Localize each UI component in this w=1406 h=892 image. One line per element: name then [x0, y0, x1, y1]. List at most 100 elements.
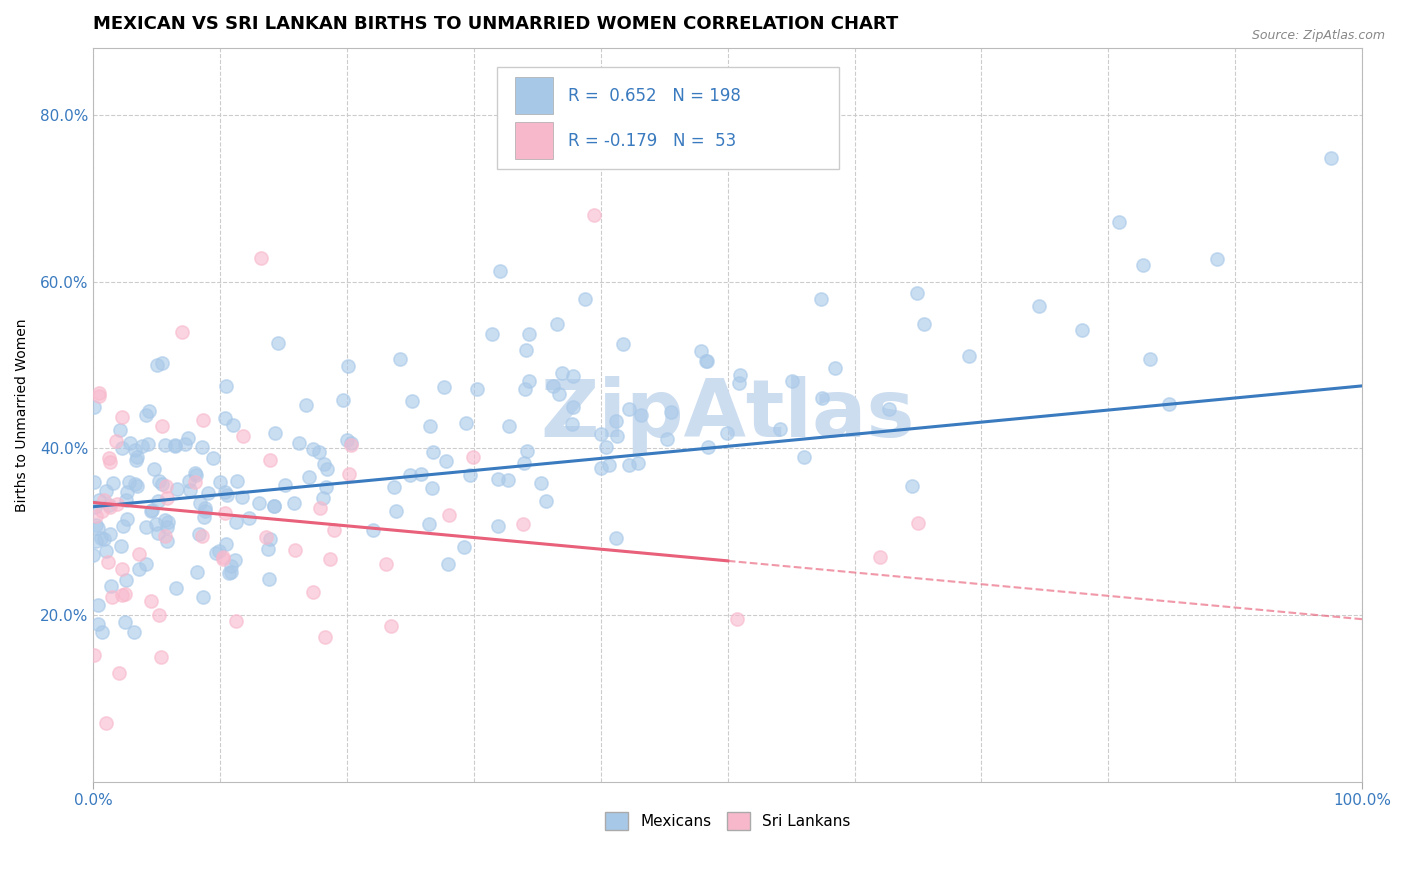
Point — [418, 516, 440, 531]
Point — [150, 476, 173, 491]
Point — [1206, 252, 1229, 266]
Point — [267, 335, 290, 350]
Point — [284, 543, 307, 558]
Point — [86, 534, 108, 549]
Point — [146, 494, 169, 508]
Point — [274, 478, 297, 492]
Point — [467, 382, 489, 396]
Point — [108, 666, 131, 681]
Point — [177, 475, 200, 489]
Point — [194, 500, 217, 515]
Point — [197, 485, 219, 500]
Text: R = -0.179   N =  53: R = -0.179 N = 53 — [568, 132, 737, 150]
Point — [339, 436, 361, 450]
Point — [561, 417, 583, 431]
Point — [515, 383, 537, 397]
Point — [312, 457, 335, 471]
Point — [319, 551, 342, 566]
Legend: Mexicans, Sri Lankans: Mexicans, Sri Lankans — [599, 805, 856, 837]
Point — [530, 476, 553, 491]
Point — [498, 418, 520, 433]
Point — [125, 452, 148, 467]
Point — [957, 349, 980, 363]
Point — [401, 393, 423, 408]
Point — [389, 352, 412, 367]
Point — [191, 440, 214, 454]
Point — [486, 472, 509, 486]
Point — [657, 432, 679, 446]
Point — [83, 475, 105, 489]
Point — [422, 445, 444, 459]
Point — [128, 562, 150, 576]
FancyBboxPatch shape — [496, 67, 839, 169]
Point — [145, 516, 167, 531]
Point — [385, 503, 408, 517]
Point — [247, 496, 270, 510]
Point — [907, 516, 929, 530]
Point — [128, 548, 150, 562]
Text: ZipAtlas: ZipAtlas — [540, 376, 915, 454]
Point — [617, 458, 640, 472]
Point — [174, 436, 197, 450]
Point — [124, 476, 146, 491]
Point — [86, 616, 108, 631]
Point — [135, 520, 157, 534]
Point — [122, 624, 145, 639]
Point — [689, 344, 711, 359]
Point — [139, 504, 162, 518]
Point — [546, 317, 568, 331]
Point — [111, 588, 134, 602]
Point — [605, 414, 627, 428]
Point — [94, 484, 117, 499]
Point — [96, 716, 118, 731]
Point — [135, 409, 157, 423]
Point — [118, 475, 141, 490]
Point — [188, 527, 211, 541]
Point — [517, 326, 540, 341]
Point — [166, 483, 188, 497]
Point — [312, 491, 335, 506]
Point — [810, 391, 832, 405]
Point — [93, 533, 115, 547]
Point — [561, 401, 583, 415]
Point — [101, 590, 124, 604]
Point — [179, 483, 201, 497]
Point — [1320, 152, 1343, 166]
Point — [165, 581, 187, 595]
Point — [263, 499, 285, 513]
Point — [83, 648, 105, 662]
Point — [548, 387, 571, 401]
Point — [606, 429, 628, 443]
Point — [165, 439, 187, 453]
Point — [231, 490, 253, 504]
Point — [194, 503, 217, 517]
Point — [110, 410, 132, 425]
Text: Source: ZipAtlas.com: Source: ZipAtlas.com — [1251, 29, 1385, 42]
Point — [315, 461, 337, 475]
Point — [515, 343, 537, 357]
Point — [212, 550, 235, 565]
Point — [136, 437, 159, 451]
Point — [214, 485, 236, 500]
Point — [191, 529, 214, 543]
Point — [127, 450, 149, 464]
Point — [697, 440, 720, 454]
Point — [138, 404, 160, 418]
Point — [516, 444, 538, 458]
Point — [877, 401, 900, 416]
Point — [117, 484, 139, 499]
Point — [143, 462, 166, 476]
Point — [517, 374, 540, 388]
Point — [208, 543, 231, 558]
Point — [337, 467, 360, 482]
Point — [375, 557, 398, 571]
Point — [332, 392, 354, 407]
Point — [259, 452, 281, 467]
Point — [135, 557, 157, 571]
Y-axis label: Births to Unmarried Women: Births to Unmarried Women — [15, 318, 30, 512]
Point — [148, 526, 170, 541]
Point — [725, 611, 748, 625]
Point — [461, 450, 484, 465]
Point — [232, 429, 254, 443]
Point — [186, 565, 208, 579]
